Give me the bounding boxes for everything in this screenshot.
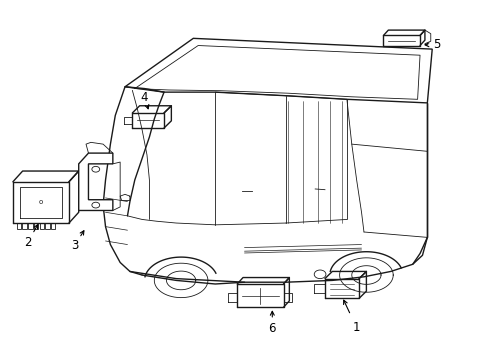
Text: 5: 5 (432, 38, 440, 51)
FancyBboxPatch shape (51, 223, 55, 229)
FancyBboxPatch shape (34, 223, 38, 229)
Text: 4: 4 (141, 91, 148, 104)
Text: 2: 2 (24, 236, 31, 249)
Polygon shape (125, 39, 431, 103)
Text: 1: 1 (352, 321, 360, 334)
FancyBboxPatch shape (17, 223, 21, 229)
FancyBboxPatch shape (28, 223, 33, 229)
Circle shape (314, 270, 325, 279)
Circle shape (92, 202, 100, 208)
FancyBboxPatch shape (45, 223, 50, 229)
Polygon shape (79, 153, 113, 211)
FancyBboxPatch shape (40, 223, 44, 229)
Circle shape (92, 166, 100, 172)
FancyBboxPatch shape (22, 223, 27, 229)
Text: o: o (39, 199, 43, 206)
Text: 6: 6 (268, 321, 276, 334)
Text: 3: 3 (71, 239, 79, 252)
